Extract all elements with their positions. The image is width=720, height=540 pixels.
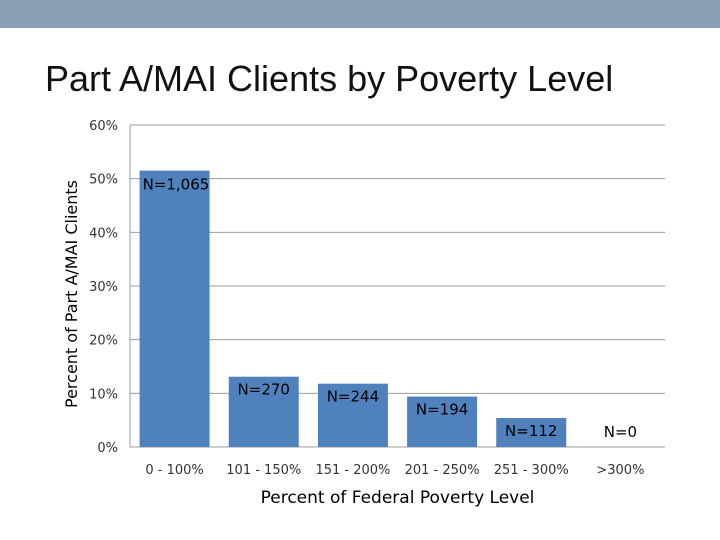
x-tick-label: 201 - 250% — [405, 463, 480, 478]
y-tick-label: 20% — [89, 334, 118, 349]
bar — [407, 396, 478, 447]
bar — [317, 383, 388, 447]
y-tick-label: 10% — [89, 387, 118, 402]
x-axis-title: Percent of Federal Poverty Level — [261, 488, 535, 508]
x-tick-label: 151 - 200% — [315, 463, 390, 478]
y-tick-label: 30% — [89, 280, 118, 295]
data-label: N=112 — [505, 422, 557, 440]
y-tick-label: 60% — [89, 119, 118, 134]
x-tick-label: >300% — [596, 463, 644, 478]
bar — [139, 170, 210, 447]
y-axis-title: Percent of Part A/MAI Clients — [62, 180, 81, 408]
data-label: N=194 — [416, 401, 468, 419]
y-tick-label: 50% — [89, 173, 118, 188]
x-tick-label: 101 - 150% — [226, 463, 301, 478]
x-tick-label: 251 - 300% — [494, 463, 569, 478]
data-label: N=1,065 — [143, 176, 210, 194]
data-label: N=270 — [238, 381, 290, 399]
y-tick-label: 40% — [89, 226, 118, 241]
top-accent-bar — [0, 0, 720, 28]
slide-title: Part A/MAI Clients by Poverty Level — [45, 58, 614, 99]
y-tick-label: 0% — [97, 441, 118, 456]
bar — [496, 418, 567, 447]
x-tick-label: 0 - 100% — [145, 463, 203, 478]
data-label: N=244 — [327, 388, 379, 406]
bar — [228, 376, 299, 447]
data-label: N=0 — [604, 423, 637, 441]
